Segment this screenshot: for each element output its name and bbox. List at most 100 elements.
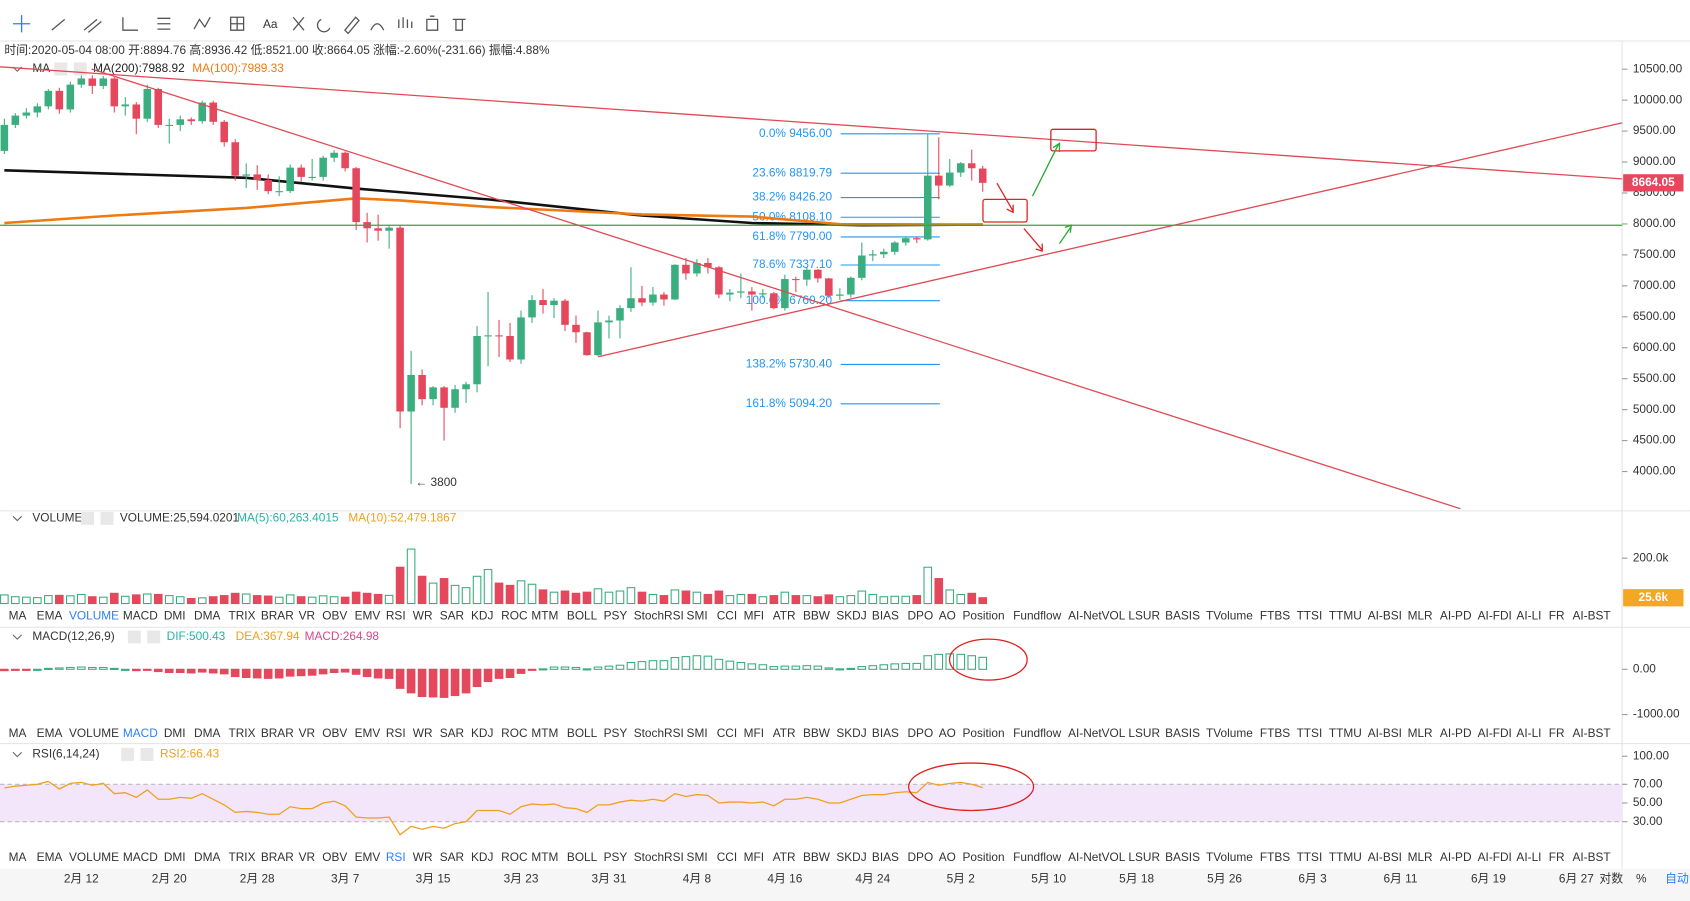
indicator-tab[interactable]: SAR [440, 726, 464, 740]
indicator-tab[interactable]: VOLUME [69, 609, 119, 623]
indicator-tab[interactable]: AI-BSI [1368, 850, 1402, 864]
indicator-tab[interactable]: DMA [194, 726, 220, 740]
collapse-arrow[interactable] [12, 751, 22, 758]
indicator-tab[interactable]: TRIX [229, 726, 256, 740]
indicator-tab[interactable]: KDJ [471, 726, 493, 740]
indicator-tab[interactable]: SAR [440, 609, 464, 623]
indicator-tab[interactable]: EMA [37, 726, 63, 740]
indicator-tab[interactable]: AI-LI [1516, 726, 1541, 740]
indicator-tab[interactable]: BOLL [567, 726, 598, 740]
indicator-tab[interactable]: MFI [744, 609, 764, 623]
indicator-tab[interactable]: MA [9, 726, 27, 740]
indicator-tab[interactable]: Position [962, 850, 1004, 864]
indicator-tab[interactable]: MACD [123, 726, 158, 740]
indicator-tab[interactable]: PSY [604, 726, 628, 740]
indicator-tab[interactable]: EMV [355, 609, 381, 623]
indicator-tab[interactable]: Position [962, 609, 1004, 623]
close-icon[interactable] [147, 630, 161, 644]
indicator-tab[interactable]: DMA [194, 850, 220, 864]
indicator-tab[interactable]: SAR [440, 850, 464, 864]
settings-icon[interactable] [121, 747, 135, 761]
indicator-tab[interactable]: BIAS [872, 609, 899, 623]
indicator-tab[interactable]: SKDJ [836, 726, 866, 740]
indicator-tab[interactable]: Fundflow [1013, 609, 1062, 623]
indicator-tab[interactable]: FR [1549, 726, 1565, 740]
indicator-tab[interactable]: VR [299, 609, 315, 623]
indicator-tab[interactable]: ROC [501, 609, 528, 623]
indicator-tab[interactable]: WR [413, 726, 433, 740]
indicator-tab[interactable]: AI-PD [1440, 850, 1472, 864]
collapse-arrow[interactable] [12, 515, 22, 522]
indicator-tab[interactable]: AI-PD [1440, 609, 1472, 623]
indicator-tab[interactable]: DPO [908, 850, 934, 864]
indicator-tab[interactable]: ATR [773, 850, 796, 864]
indicator-tab[interactable]: MFI [744, 850, 764, 864]
indicator-tab[interactable]: AI-BST [1572, 609, 1610, 623]
angle-tool[interactable] [122, 17, 138, 31]
indicator-tab[interactable]: FR [1549, 850, 1565, 864]
scale-button[interactable]: % [1636, 872, 1647, 886]
indicator-tab[interactable]: AI-FDI [1478, 726, 1512, 740]
indicator-tab[interactable]: AO [939, 850, 956, 864]
indicator-tab[interactable]: AI-LI [1516, 850, 1541, 864]
indicator-tab[interactable]: CCI [717, 850, 737, 864]
indicator-tab[interactable]: EMV [355, 726, 381, 740]
indicator-tab[interactable]: VOLUME [69, 850, 119, 864]
close-icon[interactable] [140, 747, 154, 761]
indicator-tab[interactable]: OBV [322, 726, 347, 740]
measure-tool[interactable] [230, 16, 245, 31]
settings-icon[interactable] [127, 630, 141, 644]
indicator-tab[interactable]: MLR [1408, 726, 1433, 740]
indicator-tab[interactable]: KDJ [471, 609, 493, 623]
indicator-tab[interactable]: OBV [322, 609, 347, 623]
indicator-tab[interactable]: TVolume [1206, 726, 1253, 740]
indicator-tab[interactable]: BRAR [261, 726, 294, 740]
indicator-tab[interactable]: LSUR [1128, 850, 1160, 864]
indicator-tab[interactable]: SKDJ [836, 609, 866, 623]
indicator-tab[interactable]: DMI [164, 609, 186, 623]
font-button[interactable]: Aa [263, 17, 278, 31]
indicator-tab[interactable]: DMA [194, 609, 220, 623]
indicator-tab[interactable]: Fundflow [1013, 726, 1062, 740]
indicator-tab[interactable]: TRIX [229, 609, 256, 623]
indicator-tab[interactable]: AI-BSI [1368, 609, 1402, 623]
indicator-tab[interactable]: ATR [773, 726, 796, 740]
indicator-tab[interactable]: TTMU [1329, 850, 1362, 864]
indicator-tab[interactable]: TRIX [229, 850, 256, 864]
indicator-tab[interactable]: BRAR [261, 609, 294, 623]
indicator-tab[interactable]: FTBS [1260, 609, 1290, 623]
indicator-tab[interactable]: RSI [386, 609, 406, 623]
indicator-tab[interactable]: AI-NetVOL [1068, 850, 1126, 864]
indicator-tab[interactable]: KDJ [471, 850, 493, 864]
indicator-tab[interactable]: FR [1549, 609, 1565, 623]
indicator-tab[interactable]: SMI [687, 726, 708, 740]
indicator-tab[interactable]: FTBS [1260, 726, 1290, 740]
indicator-tab[interactable]: AI-BST [1572, 726, 1610, 740]
indicator-tab[interactable]: AI-NetVOL [1068, 609, 1126, 623]
indicator-tab[interactable]: Position [962, 726, 1004, 740]
indicator-tab[interactable]: TTSI [1297, 726, 1323, 740]
settings-icon[interactable] [54, 62, 68, 76]
indicator-tab[interactable]: SMI [687, 850, 708, 864]
indicator-tab[interactable]: AI-FDI [1478, 609, 1512, 623]
indicator-tab[interactable]: StochRSI [634, 726, 684, 740]
indicator-tab[interactable]: TVolume [1206, 850, 1253, 864]
brush-tool[interactable] [292, 16, 305, 31]
indicator-tab[interactable]: VR [299, 850, 315, 864]
indicator-tab[interactable]: AO [939, 726, 956, 740]
indicator-tab[interactable]: WR [413, 850, 433, 864]
indicator-tab[interactable]: MA [9, 609, 27, 623]
settings-icon[interactable] [81, 511, 95, 525]
indicator-tab[interactable]: EMA [37, 850, 63, 864]
indicator-tab[interactable]: AI-PD [1440, 726, 1472, 740]
collapse-arrow[interactable] [12, 634, 22, 640]
indicator-tab[interactable]: ROC [501, 850, 528, 864]
indicator-tab[interactable]: Fundflow [1013, 850, 1062, 864]
indicator-tab[interactable]: BASIS [1165, 726, 1200, 740]
indicator-tab[interactable]: CCI [717, 609, 737, 623]
ruler-tool[interactable] [370, 23, 385, 31]
scale-button[interactable]: 对数 [1599, 872, 1623, 886]
crosshair-tool[interactable] [12, 15, 31, 33]
bars-tool[interactable] [398, 17, 413, 29]
indicator-tab[interactable]: EMV [355, 850, 381, 864]
